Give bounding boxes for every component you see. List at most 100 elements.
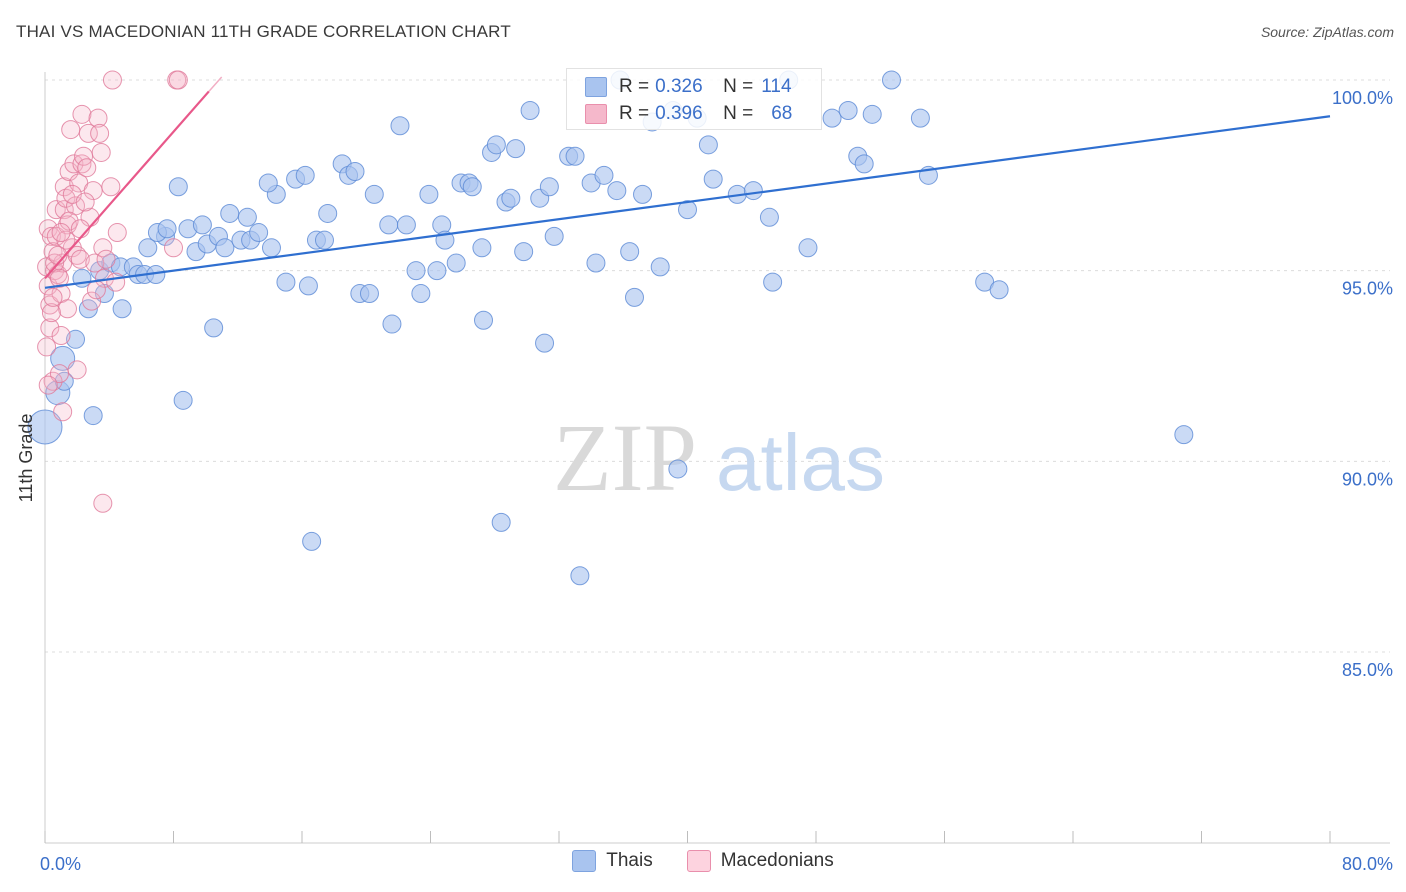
point-macedonians xyxy=(96,249,116,269)
point-macedonians xyxy=(41,226,61,246)
trend-extension-macedonians xyxy=(208,76,223,92)
point-thais xyxy=(633,184,653,204)
trend-line-macedonians xyxy=(44,90,210,280)
point-thais xyxy=(474,310,494,330)
point-thais xyxy=(989,280,1009,300)
point-thais xyxy=(50,345,76,371)
x-tick-label: 0.0% xyxy=(40,854,81,874)
point-thais xyxy=(379,215,399,235)
point-thais xyxy=(862,104,882,124)
point-thais xyxy=(586,253,606,273)
legend-row-macedonians: R = 0.396 N = 68 xyxy=(585,102,792,126)
points-layer xyxy=(27,70,1194,586)
point-thais xyxy=(138,238,158,258)
point-thais xyxy=(215,238,235,258)
legend-swatch-macedonians xyxy=(585,104,607,124)
point-thais xyxy=(544,226,564,246)
point-macedonians xyxy=(38,375,58,395)
legend-n-label: N = xyxy=(723,76,754,97)
point-thais xyxy=(520,101,540,121)
point-thais xyxy=(472,238,492,258)
y-tick-label: 85.0% xyxy=(1342,660,1393,680)
point-macedonians xyxy=(57,299,77,319)
point-macedonians xyxy=(70,249,90,269)
point-thais xyxy=(594,165,614,185)
point-thais xyxy=(390,116,410,136)
point-thais xyxy=(359,284,379,304)
point-thais xyxy=(881,70,901,90)
point-thais xyxy=(491,512,511,532)
point-thais xyxy=(506,139,526,159)
y-tick-label: 90.0% xyxy=(1342,469,1393,489)
point-thais xyxy=(446,253,466,273)
point-macedonians xyxy=(51,223,71,243)
point-macedonians xyxy=(61,120,81,140)
point-macedonians xyxy=(101,177,121,197)
watermark: ZIP atlas xyxy=(553,404,885,511)
point-thais xyxy=(462,177,482,197)
point-macedonians xyxy=(37,337,57,357)
point-macedonians xyxy=(85,253,105,273)
series-legend: Thais Macedonians xyxy=(0,850,1406,872)
point-thais xyxy=(298,276,318,296)
point-macedonians xyxy=(67,245,87,265)
point-macedonians xyxy=(107,223,127,243)
point-thais xyxy=(364,184,384,204)
point-macedonians xyxy=(86,280,106,300)
point-macedonians xyxy=(45,253,65,273)
point-macedonians xyxy=(67,360,87,380)
trend-layer xyxy=(44,76,1331,289)
legend-item-macedonians[interactable]: Macedonians xyxy=(686,850,834,872)
legend-row-thais: R = 0.326 N = 114 xyxy=(585,75,792,99)
point-thais xyxy=(173,390,193,410)
point-macedonians xyxy=(168,70,188,90)
point-thais xyxy=(822,108,842,128)
axes-layer xyxy=(44,72,1390,844)
legend-item-thais[interactable]: Thais xyxy=(572,850,653,872)
point-macedonians xyxy=(49,268,69,288)
legend-n-value: 114 xyxy=(761,76,792,97)
legend-r-value: 0.396 xyxy=(655,103,703,124)
point-thais xyxy=(698,135,718,155)
point-macedonians xyxy=(51,325,71,345)
point-macedonians xyxy=(90,123,110,143)
point-thais xyxy=(192,215,212,235)
point-macedonians xyxy=(82,291,102,311)
point-macedonians xyxy=(64,154,84,174)
point-thais xyxy=(620,242,640,262)
point-thais xyxy=(703,169,723,189)
y-axis-label: 11th Grade xyxy=(16,414,36,503)
legend-label-macedonians: Macedonians xyxy=(720,850,834,871)
point-macedonians xyxy=(78,123,98,143)
point-thais xyxy=(78,299,98,319)
point-macedonians xyxy=(102,70,122,90)
point-macedonians xyxy=(77,158,97,178)
point-thais xyxy=(382,314,402,334)
point-thais xyxy=(624,287,644,307)
point-thais xyxy=(535,333,555,353)
legend-r-label: R = xyxy=(619,76,650,97)
legend-n-label: N = xyxy=(723,103,754,124)
point-thais xyxy=(345,162,365,182)
point-thais xyxy=(411,284,431,304)
point-thais xyxy=(396,215,416,235)
point-thais xyxy=(249,223,269,243)
point-thais xyxy=(501,188,521,208)
legend-swatch-thais xyxy=(585,77,607,97)
point-thais xyxy=(220,203,240,223)
legend-swatch-thais xyxy=(572,850,597,872)
point-thais xyxy=(258,173,278,193)
point-macedonians xyxy=(93,238,113,258)
point-macedonians xyxy=(88,108,108,128)
point-thais xyxy=(838,101,858,121)
chart-title: THAI VS MACEDONIAN 11TH GRADE CORRELATIO… xyxy=(16,22,511,41)
legend-n-value: 68 xyxy=(771,103,793,124)
point-thais xyxy=(570,566,590,586)
point-thais xyxy=(668,459,688,479)
point-thais xyxy=(514,242,534,262)
point-thais xyxy=(406,261,426,281)
point-macedonians xyxy=(38,219,58,239)
watermark-atlas: atlas xyxy=(716,418,885,507)
point-thais xyxy=(295,165,315,185)
